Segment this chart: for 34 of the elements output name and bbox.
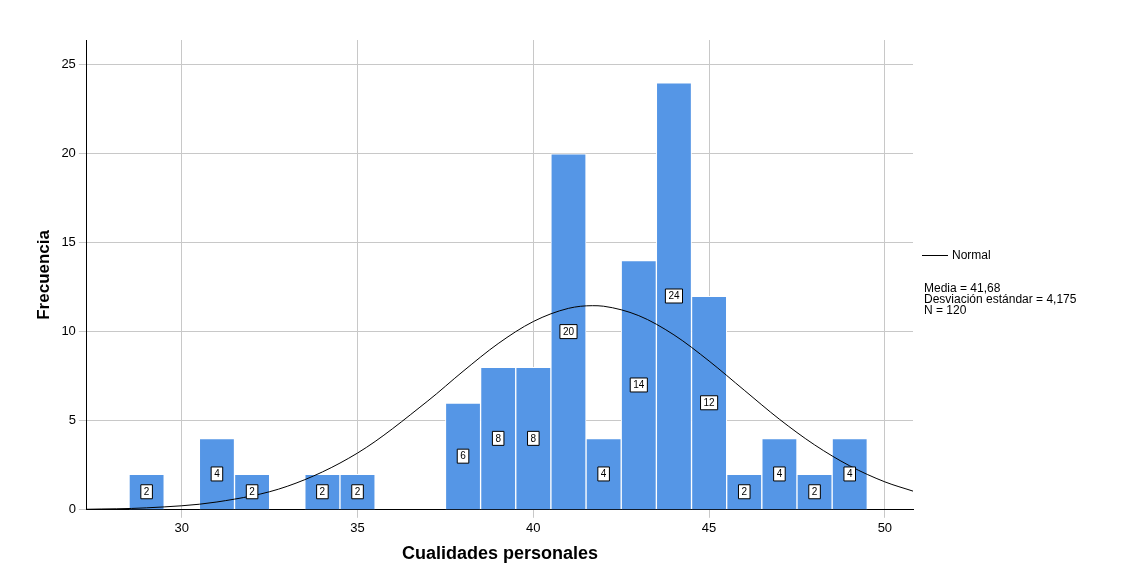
x-tick-label: 50	[877, 520, 893, 536]
y-tick-label: 10	[61, 323, 76, 339]
data-label: 2	[354, 486, 361, 497]
text: Media = 41,68	[924, 281, 1001, 295]
legend-label: Normal	[952, 248, 991, 262]
y-axis-title: Frecuencia	[33, 229, 53, 320]
x-tick-label: 30	[174, 520, 190, 536]
x-tick-label: 45	[701, 520, 717, 536]
y-tick-label: 25	[61, 56, 76, 72]
x-axis-title: Cualidades personales	[401, 543, 598, 564]
data-label: 2	[741, 486, 748, 497]
y-tick-label: 15	[61, 234, 76, 250]
data-label: 8	[530, 432, 537, 444]
data-label: 14	[633, 379, 645, 391]
data-label: 2	[249, 486, 256, 497]
data-label: 2	[143, 486, 150, 497]
data-label: 6	[460, 450, 467, 462]
data-label: 4	[846, 468, 853, 480]
data-label: 20	[562, 325, 575, 337]
data-label: 24	[668, 290, 680, 302]
data-label: 12	[703, 397, 716, 409]
y-tick-label: 5	[68, 412, 76, 428]
data-label: 4	[776, 468, 783, 480]
x-tick-label: 40	[526, 520, 541, 536]
y-tick-label: 0	[68, 501, 76, 517]
text: Desviación estándar = 4,175	[924, 292, 1077, 306]
data-label: 2	[811, 486, 818, 497]
data-label: 8	[495, 432, 502, 444]
data-label: 4	[214, 468, 221, 480]
data-label: 4	[600, 468, 607, 480]
text: N = 120	[924, 303, 968, 317]
y-tick-label: 20	[61, 145, 76, 161]
x-tick-label: 35	[350, 520, 365, 536]
data-label: 2	[319, 486, 326, 497]
